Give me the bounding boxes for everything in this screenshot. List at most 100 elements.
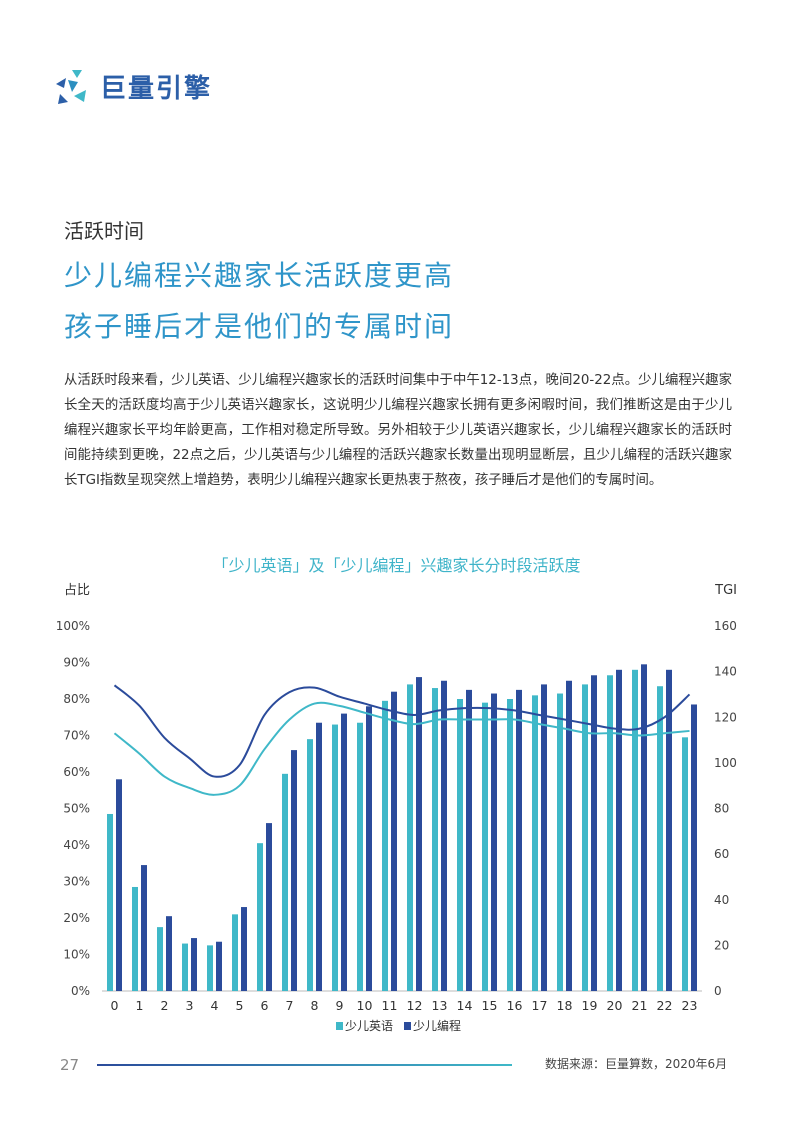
bar-coding — [516, 689, 522, 991]
x-tick-label: 5 — [236, 998, 244, 1013]
footer-divider — [97, 1064, 512, 1066]
x-tick-label: 9 — [336, 998, 344, 1013]
bar-english — [582, 684, 588, 991]
x-tick-label: 21 — [632, 998, 648, 1013]
x-tick-label: 11 — [382, 998, 398, 1013]
data-source: 数据来源：巨量算数，2020年6月 — [545, 1057, 728, 1071]
bar-english — [107, 813, 113, 991]
x-tick-label: 16 — [507, 998, 523, 1013]
x-tick-label: 12 — [407, 998, 423, 1013]
headline-line-2: 孩子睡后才是他们的专属时间 — [64, 310, 455, 343]
line-english-tgi — [113, 701, 690, 796]
brand-logo: 巨量引擎 — [52, 66, 212, 106]
right-tick-label: 140 — [714, 665, 737, 679]
right-tick-label: 100 — [714, 756, 737, 770]
left-tick-label: 50% — [63, 802, 90, 816]
bar-english — [482, 702, 488, 991]
bar-coding — [391, 691, 397, 991]
left-tick-label: 60% — [63, 765, 90, 779]
x-tick-label: 13 — [432, 998, 448, 1013]
bar-english — [307, 739, 313, 991]
bar-english — [607, 675, 613, 991]
bar-english — [207, 945, 213, 991]
left-tick-label: 70% — [63, 729, 90, 743]
bar-english — [332, 724, 338, 991]
right-tick-label: 80 — [714, 802, 729, 816]
bar-coding — [341, 713, 347, 991]
bar-coding — [491, 693, 497, 991]
bar-english — [432, 688, 438, 991]
headline-line-1: 少儿编程兴趣家长活跃度更高 — [64, 259, 455, 292]
bar-english — [507, 699, 513, 991]
x-tick-label: 19 — [582, 998, 598, 1013]
section-label: 活跃时间 — [64, 219, 144, 243]
bar-coding — [416, 677, 422, 991]
left-tick-label: 100% — [56, 619, 90, 633]
right-tick-label: 60 — [714, 847, 729, 861]
bar-coding — [216, 941, 222, 991]
x-tick-label: 1 — [136, 998, 144, 1013]
bar-coding — [616, 669, 622, 991]
bar-coding — [641, 664, 647, 991]
x-tick-label: 15 — [482, 998, 498, 1013]
right-tick-label: 40 — [714, 893, 729, 907]
legend-swatch-coding — [404, 1022, 411, 1030]
chart-title: 「少儿英语」及「少儿编程」兴趣家长分时段活跃度 — [212, 556, 581, 575]
left-tick-label: 90% — [63, 656, 90, 670]
line-coding-tgi — [113, 684, 691, 778]
bar-coding — [141, 865, 147, 991]
right-axis-title: TGI — [714, 583, 737, 598]
right-tick-label: 120 — [714, 710, 737, 724]
bar-coding — [441, 680, 447, 991]
bar-coding — [116, 779, 122, 991]
bar-english — [382, 700, 388, 991]
bar-coding — [666, 669, 672, 991]
bar-coding — [566, 680, 572, 991]
x-tick-label: 18 — [557, 998, 573, 1013]
bar-coding — [466, 689, 472, 991]
brand-name: 巨量引擎 — [100, 73, 213, 104]
x-tick-label: 6 — [261, 998, 269, 1013]
right-tick-label: 20 — [714, 938, 729, 952]
bar-coding — [316, 722, 322, 991]
left-tick-label: 30% — [63, 875, 90, 889]
brand-mark-icon — [56, 70, 86, 104]
bar-english — [682, 737, 688, 991]
bar-coding — [241, 907, 247, 991]
legend-label-coding: 少儿编程 — [413, 1018, 461, 1033]
x-tick-label: 17 — [532, 998, 548, 1013]
bar-coding — [291, 750, 297, 991]
activity-chart: 占比 TGI 0% 10% 20% 30% 40% 50% 60% 70% 80% 90% 100% 0 2… — [56, 583, 737, 1033]
body-paragraph: 从活跃时段来看，少儿英语、少儿编程兴趣家长的活跃时间集中于中午12-13点，晚间… — [64, 373, 732, 488]
x-tick-label: 20 — [607, 998, 623, 1013]
bar-coding — [591, 675, 597, 991]
x-tick-label: 22 — [657, 998, 673, 1013]
legend-label-english: 少儿英语 — [345, 1019, 393, 1033]
x-tick-label: 14 — [457, 998, 473, 1013]
x-tick-label: 2 — [161, 998, 169, 1013]
bar-english — [157, 927, 163, 991]
bar-english — [532, 695, 538, 991]
bar-english — [657, 686, 663, 991]
bar-english — [407, 684, 413, 991]
bar-english — [257, 843, 263, 991]
left-tick-label: 0% — [71, 984, 90, 998]
x-tick-label: 10 — [357, 998, 373, 1013]
x-tick-label: 23 — [682, 998, 698, 1013]
right-tick-label: 0 — [714, 984, 722, 998]
left-axis-title: 占比 — [64, 583, 90, 598]
legend-swatch-english — [336, 1022, 343, 1030]
bar-english — [557, 693, 563, 991]
bar-english — [182, 943, 188, 991]
bar-coding — [191, 938, 197, 991]
bar-coding — [541, 684, 547, 991]
left-tick-label: 80% — [63, 692, 90, 706]
bar-english — [357, 722, 363, 991]
left-tick-label: 10% — [63, 948, 90, 962]
right-tick-label: 160 — [714, 619, 737, 633]
x-tick-label: 7 — [286, 998, 294, 1013]
x-tick-label: 0 — [111, 998, 119, 1013]
bar-english — [632, 669, 638, 991]
bar-english — [282, 773, 288, 991]
x-tick-label: 3 — [186, 998, 194, 1013]
